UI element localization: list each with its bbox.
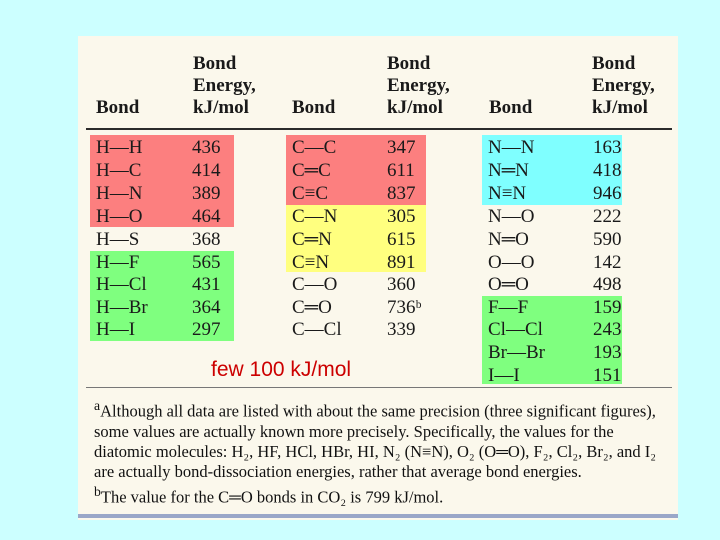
- header-bond-col2: Bond: [292, 97, 336, 118]
- bottom-border: [78, 514, 678, 518]
- footnote-b: bThe value for the C═O bonds in CO₂ is 7…: [94, 482, 674, 508]
- annotation-text: few 100 kJ/mol: [211, 358, 352, 381]
- highlight-red-box-middle: [286, 135, 426, 205]
- header-energy-col2: Bond Energy, kJ/mol: [387, 53, 450, 118]
- highlight-red-box: [90, 135, 234, 227]
- header-bond-col3: Bond: [489, 97, 533, 118]
- footnote-rule: [86, 387, 672, 388]
- header-energy-col1: Bond Energy, kJ/mol: [193, 53, 256, 118]
- top-rule: [86, 128, 672, 130]
- header-bond-col1: Bond: [96, 97, 140, 118]
- header-energy-col3: Bond Energy, kJ/mol: [592, 53, 655, 118]
- footnote-a: aAlthough all data are listed with about…: [94, 396, 674, 482]
- highlight-yellow-box: [286, 205, 426, 272]
- footnote-a-text: Although all data are listed with about …: [94, 401, 657, 482]
- footnote-b-mark: b: [94, 484, 101, 500]
- footnotes: aAlthough all data are listed with about…: [94, 396, 674, 508]
- highlight-cyan-box: [482, 135, 622, 205]
- footnote-a-mark: a: [94, 398, 101, 413]
- highlight-green-box-left: [90, 251, 234, 341]
- highlight-green-box-right: [482, 296, 622, 384]
- footnote-b-text: The value for the C═O bonds in CO₂ is 79…: [100, 487, 444, 507]
